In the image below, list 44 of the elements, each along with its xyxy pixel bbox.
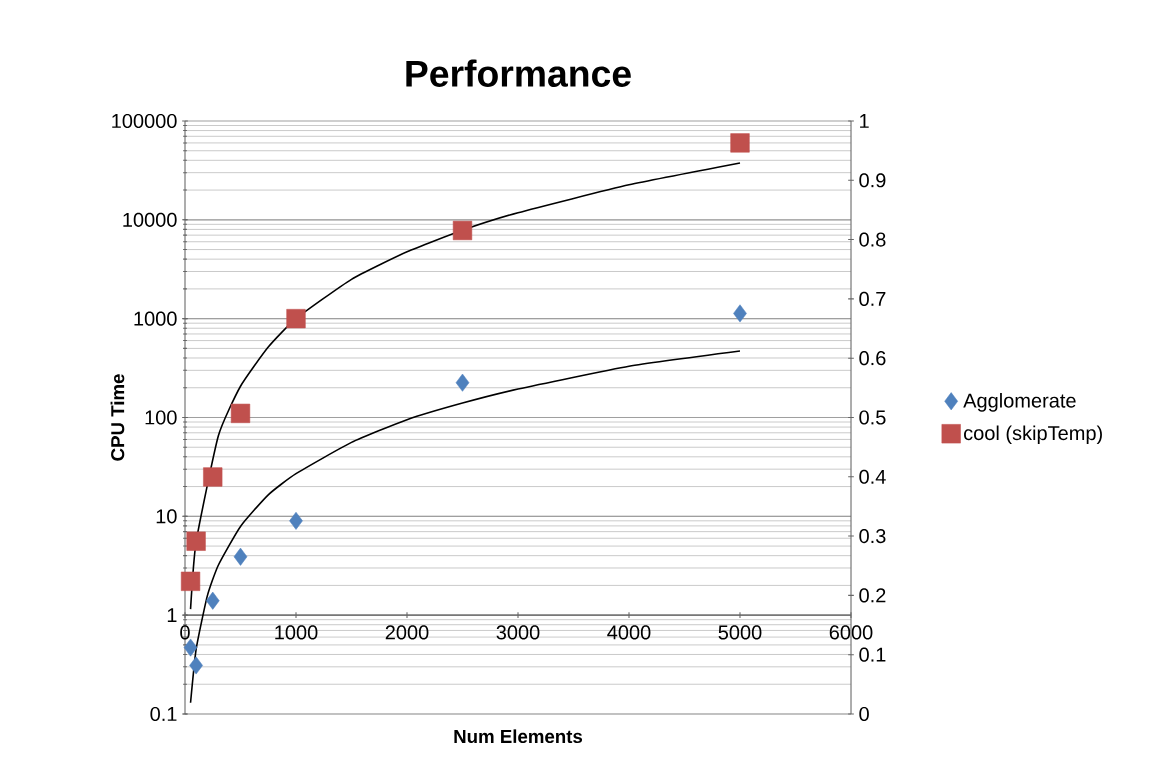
x-tick-label: 0 [180,625,190,640]
y2-tick-label: 0.3 [859,529,886,544]
point [205,591,220,610]
y2-tick-label: 0.9 [859,173,886,188]
legend-label: cool (skipTemp) [964,425,1102,445]
legend-label: Agglomerate [963,393,1076,412]
point [189,656,203,675]
y-tick-label: 1 [167,608,177,623]
y2-tick-label: 0.7 [859,291,886,306]
x-tick-label: 6000 [829,625,873,640]
y-tick-label: 10 [156,509,177,524]
point [186,531,206,551]
x-tick-label: 2000 [385,625,429,640]
y-tick-label: 10000 [123,212,177,227]
y-tick-label: 100000 [112,113,177,129]
point [733,304,747,323]
point [183,638,198,657]
x-tick-label: 1000 [275,625,318,640]
x-tick-label: 3000 [496,625,540,640]
y2-tick-label: 0.2 [859,588,886,603]
point [455,373,470,392]
point [203,467,223,487]
x-axis-title: Num Elements [454,729,583,744]
y2-tick-label: 0.8 [859,232,886,247]
point [289,511,303,530]
y-tick-label: 100 [145,410,177,425]
chart-title: Performance [406,59,631,87]
point [230,403,251,423]
y2-tick-label: 0.5 [859,410,886,425]
y2-tick-label: 0.6 [859,351,886,366]
y-tick-label: 1000 [134,311,177,326]
point [286,309,306,329]
y2-tick-label: 1 [860,114,869,128]
point [730,133,750,153]
y2-tick-label: 0.1 [859,647,886,662]
point [180,571,201,591]
y2-tick-label: 0.4 [859,469,886,484]
y-axis-title: CPU Time [110,374,125,461]
x-tick-label: 4000 [607,625,651,640]
y2-tick-label: 0 [859,706,869,722]
point [233,547,248,566]
point [452,220,473,241]
y-tick-label: 0.1 [150,706,177,722]
x-tick-label: 5000 [718,625,762,640]
